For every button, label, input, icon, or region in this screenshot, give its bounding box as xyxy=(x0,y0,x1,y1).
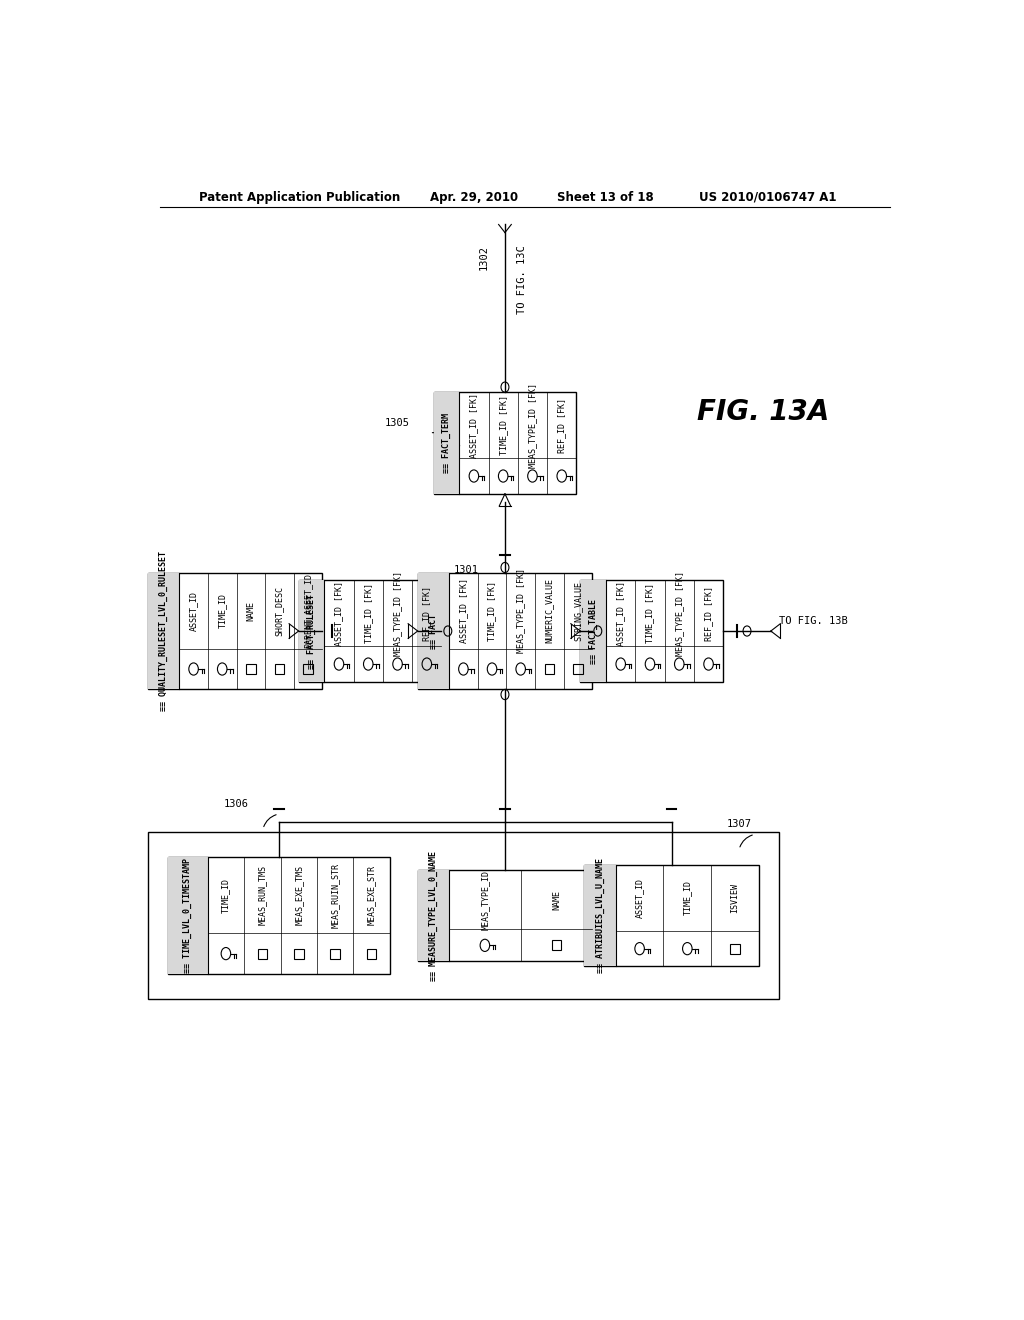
Text: STRING_VALUE: STRING_VALUE xyxy=(573,581,583,640)
Text: TO FIG. 13C: TO FIG. 13C xyxy=(517,244,527,314)
Text: MEAS_RUN_TMS: MEAS_RUN_TMS xyxy=(258,865,267,925)
Text: Apr. 29, 2010: Apr. 29, 2010 xyxy=(430,190,518,203)
Bar xyxy=(730,944,739,954)
Text: ≡≡ ATRIBUIES_LVL_U_NAME: ≡≡ ATRIBUIES_LVL_U_NAME xyxy=(596,858,604,973)
Text: MEAS_TYPE_ID [FK]: MEAS_TYPE_ID [FK] xyxy=(516,568,525,653)
Text: MEAS_RUIN_STR: MEAS_RUIN_STR xyxy=(331,863,340,928)
Text: TIME_ID [FK]: TIME_ID [FK] xyxy=(645,583,654,643)
Text: NUMERIC_VALUE: NUMERIC_VALUE xyxy=(545,578,554,643)
Text: ≡≡ FACT: ≡≡ FACT xyxy=(429,614,438,648)
Text: SHORT_DESC: SHORT_DESC xyxy=(275,586,284,635)
Bar xyxy=(552,940,561,950)
Bar xyxy=(367,949,377,958)
Text: 1302: 1302 xyxy=(479,244,489,269)
Bar xyxy=(147,573,323,689)
Text: TIME_ID: TIME_ID xyxy=(683,880,692,915)
Bar xyxy=(274,664,285,675)
Text: REF_ID [FK]: REF_ID [FK] xyxy=(705,586,713,640)
Bar xyxy=(545,664,554,675)
Bar xyxy=(585,865,759,966)
Bar xyxy=(418,870,592,961)
Text: TIME_ID [FK]: TIME_ID [FK] xyxy=(499,395,508,455)
Text: TO FIG. 13B: TO FIG. 13B xyxy=(779,616,848,626)
Bar xyxy=(418,573,592,689)
Bar xyxy=(581,581,723,682)
Bar xyxy=(168,857,208,974)
Text: REF_ID [FK]: REF_ID [FK] xyxy=(422,586,431,640)
Text: NAME: NAME xyxy=(552,890,561,909)
Text: ≡≡ TIME_LVL_0_TIMESTAMP: ≡≡ TIME_LVL_0_TIMESTAMP xyxy=(183,858,193,973)
Bar xyxy=(418,573,450,689)
Text: MEAS_EXE_STR: MEAS_EXE_STR xyxy=(368,865,376,925)
Text: ASSET_ID [FK]: ASSET_ID [FK] xyxy=(459,578,468,643)
Text: Sheet 13 of 18: Sheet 13 of 18 xyxy=(557,190,653,203)
Bar xyxy=(418,870,450,961)
Bar xyxy=(147,832,778,999)
Bar xyxy=(581,581,606,682)
Text: REF_ID [FK]: REF_ID [FK] xyxy=(557,397,566,453)
Text: MEAS_TYPE_ID [FK]: MEAS_TYPE_ID [FK] xyxy=(528,383,537,467)
Bar xyxy=(585,865,615,966)
Bar xyxy=(433,392,577,494)
Text: MEAS_TYPE_ID [FK]: MEAS_TYPE_ID [FK] xyxy=(393,570,402,656)
Bar xyxy=(258,949,267,958)
Text: PARENT_ASSET_ID: PARENT_ASSET_ID xyxy=(303,573,312,648)
Text: Patent Application Publication: Patent Application Publication xyxy=(200,190,400,203)
Text: 1306: 1306 xyxy=(223,799,248,809)
Bar xyxy=(299,581,325,682)
Text: US 2010/0106747 A1: US 2010/0106747 A1 xyxy=(699,190,837,203)
Text: MEAS_EXE_TMS: MEAS_EXE_TMS xyxy=(294,865,303,925)
Text: 1301: 1301 xyxy=(454,565,478,576)
Bar xyxy=(303,664,313,675)
Text: MEAS_TYPE_ID: MEAS_TYPE_ID xyxy=(480,870,489,929)
Text: ISVIEW: ISVIEW xyxy=(730,883,739,913)
Bar xyxy=(433,392,459,494)
Bar xyxy=(168,857,390,974)
Text: 1307: 1307 xyxy=(727,820,753,829)
Text: ≡≡ MEASURE_TYPE_LVL_0_NAME: ≡≡ MEASURE_TYPE_LVL_0_NAME xyxy=(429,850,438,981)
Text: ASSET_ID: ASSET_ID xyxy=(189,590,198,631)
Text: MEAS_TYPE_ID [FK]: MEAS_TYPE_ID [FK] xyxy=(675,570,684,656)
Text: TIME_ID: TIME_ID xyxy=(221,878,230,912)
Text: 1305: 1305 xyxy=(385,417,410,428)
Bar xyxy=(246,664,256,675)
Bar xyxy=(331,949,340,958)
Text: ≡≡ FACT_TABLE: ≡≡ FACT_TABLE xyxy=(589,598,598,664)
Text: ASSET_ID [FK]: ASSET_ID [FK] xyxy=(469,393,478,458)
Text: ≡≡ FACT_TERM: ≡≡ FACT_TERM xyxy=(441,413,451,473)
Text: ASSET_ID: ASSET_ID xyxy=(635,878,644,917)
Bar xyxy=(147,573,179,689)
Bar xyxy=(573,664,583,675)
Text: ≡≡ FACT_RULESET: ≡≡ FACT_RULESET xyxy=(307,594,316,668)
Text: TIME_ID [FK]: TIME_ID [FK] xyxy=(487,581,497,640)
Text: FIG. 13A: FIG. 13A xyxy=(696,399,829,426)
Text: NAME: NAME xyxy=(247,601,255,620)
Bar xyxy=(294,949,303,958)
Text: ≡≡ QUALITY_RULESET_LVL_0_RULESET: ≡≡ QUALITY_RULESET_LVL_0_RULESET xyxy=(159,550,168,711)
Text: TIME_ID [FK]: TIME_ID [FK] xyxy=(364,583,373,643)
Text: TIME_ID: TIME_ID xyxy=(218,593,226,628)
Text: ASSET_ID [FK]: ASSET_ID [FK] xyxy=(335,581,343,645)
Bar xyxy=(299,581,441,682)
Text: ASSET_ID [FK]: ASSET_ID [FK] xyxy=(616,581,626,645)
